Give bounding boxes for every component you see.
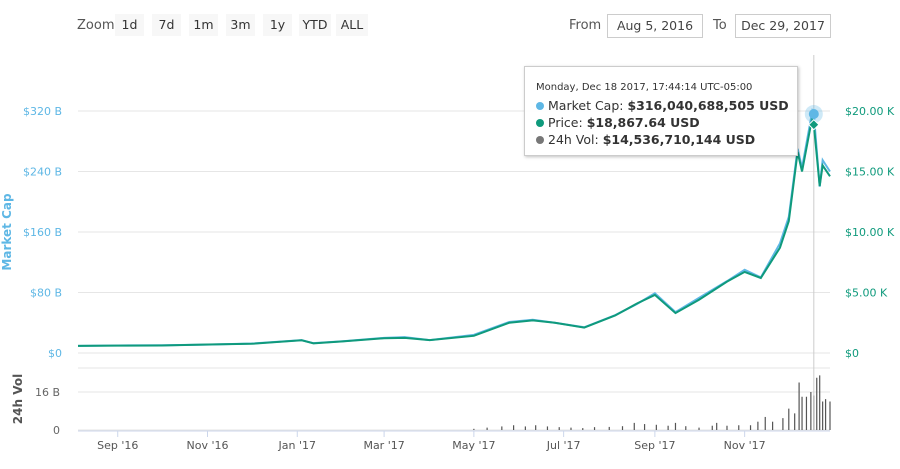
x-axis-tick-label: Jul '17 xyxy=(546,439,581,452)
volume-bar xyxy=(621,426,624,430)
zoom-3m-button[interactable]: 3m xyxy=(226,14,255,36)
right-axis-tick-label: $0 xyxy=(845,347,859,360)
from-date-input[interactable]: Aug 5, 2016 xyxy=(607,14,703,38)
tooltip-value: $14,536,710,144 USD xyxy=(602,132,756,147)
left-axis-tick-label: $0 xyxy=(48,347,62,360)
right-axis-tick-label: $5.00 K xyxy=(845,287,888,300)
volume-bar xyxy=(816,377,818,430)
volume-bar xyxy=(757,421,759,430)
left-axis-tick-label: $320 B xyxy=(23,105,62,118)
volume-bar xyxy=(674,422,677,430)
market-cap-marker xyxy=(808,109,819,120)
tooltip: Monday, Dec 18 2017, 17:44:14 UTC-05:00 … xyxy=(524,66,798,156)
volume-bar xyxy=(801,396,803,430)
volume-bar xyxy=(794,413,796,430)
zoom-1d-button[interactable]: 1d xyxy=(115,14,144,36)
tooltip-row-market-cap: Market Cap: $316,040,688,505 USD xyxy=(536,97,797,114)
volume-dot-icon xyxy=(536,136,544,144)
volume-bar xyxy=(798,382,800,430)
left-axis-title: Market Cap xyxy=(0,193,14,271)
tooltip-label: Price: xyxy=(548,115,587,130)
volume-bar xyxy=(593,427,596,430)
tooltip-row-price: Price: $18,867.64 USD xyxy=(536,114,797,131)
x-axis-tick-label: May '17 xyxy=(452,439,495,452)
tooltip-value: $18,867.64 USD xyxy=(586,115,700,130)
right-axis-tick-label: $20.00 K xyxy=(845,105,895,118)
tooltip-value: $316,040,688,505 USD xyxy=(627,98,789,113)
right-axis-tick-label: $10.00 K xyxy=(845,226,895,239)
volume-bar xyxy=(582,428,584,430)
price-marker xyxy=(808,118,820,131)
volume-bar xyxy=(772,421,774,430)
volume-axis-tick-label: 0 xyxy=(53,424,60,437)
volume-bar xyxy=(524,426,526,430)
volume-bar xyxy=(546,426,549,430)
volume-bar xyxy=(667,425,669,430)
to-date-input[interactable]: Dec 29, 2017 xyxy=(735,14,831,38)
tooltip-row-volume: 24h Vol: $14,536,710,144 USD xyxy=(536,131,797,148)
volume-bar xyxy=(738,425,740,430)
left-axis-tick-label: $160 B xyxy=(23,226,62,239)
zoom-ytd-button[interactable]: YTD xyxy=(299,14,331,36)
volume-axis-title: 24h Vol xyxy=(11,374,25,424)
volume-bar xyxy=(716,422,718,430)
volume-bar xyxy=(633,422,635,430)
x-axis-tick-label: Nov '17 xyxy=(724,439,766,452)
zoom-label: Zoom xyxy=(77,18,115,33)
volume-bar xyxy=(788,408,790,430)
volume-bar xyxy=(824,399,827,430)
volume-bar xyxy=(726,425,728,430)
left-axis-tick-label: $240 B xyxy=(23,166,62,179)
volume-bar xyxy=(486,427,488,430)
volume-bar xyxy=(570,427,572,430)
zoom-1y-button[interactable]: 1y xyxy=(263,14,292,36)
volume-axis-tick-label: 16 B xyxy=(35,386,60,399)
volume-bar xyxy=(643,424,646,430)
volume-bar xyxy=(749,425,752,430)
volume-bar xyxy=(558,427,560,430)
volume-bar xyxy=(822,401,824,430)
market-cap-dot-icon xyxy=(536,102,544,110)
to-label: To xyxy=(713,18,727,33)
from-label: From xyxy=(569,18,602,33)
volume-bar xyxy=(829,401,831,430)
x-axis-tick-label: Nov '16 xyxy=(187,439,229,452)
x-axis-tick-label: Sep '17 xyxy=(634,439,675,452)
volume-bar xyxy=(764,416,766,430)
price-line xyxy=(77,116,831,347)
zoom-1m-button[interactable]: 1m xyxy=(189,14,218,36)
volume-bar xyxy=(685,426,687,430)
volume-bar xyxy=(819,375,821,430)
tooltip-label: 24h Vol: xyxy=(548,132,603,147)
volume-bar xyxy=(805,396,808,430)
zoom-7d-button[interactable]: 7d xyxy=(152,14,181,36)
x-axis-tick-label: Jan '17 xyxy=(278,439,316,452)
volume-bar xyxy=(782,418,784,430)
volume-bar xyxy=(698,427,700,430)
volume-bar xyxy=(513,425,515,430)
volume-bar xyxy=(535,425,537,430)
right-axis-tick-label: $15.00 K xyxy=(845,166,895,179)
x-axis-tick-label: Sep '16 xyxy=(97,439,138,452)
zoom-all-button[interactable]: ALL xyxy=(336,14,368,36)
volume-bar xyxy=(711,425,713,430)
volume-bar xyxy=(501,426,503,430)
volume-bar xyxy=(473,428,475,430)
x-axis-tick-label: Mar '17 xyxy=(363,439,404,452)
volume-bar xyxy=(608,426,610,430)
volume-bar xyxy=(655,424,657,430)
tooltip-title: Monday, Dec 18 2017, 17:44:14 UTC-05:00 xyxy=(536,82,753,93)
volume-bar xyxy=(810,392,812,430)
tooltip-label: Market Cap: xyxy=(548,98,628,113)
price-dot-icon xyxy=(536,119,544,127)
left-axis-tick-label: $80 B xyxy=(30,287,62,300)
